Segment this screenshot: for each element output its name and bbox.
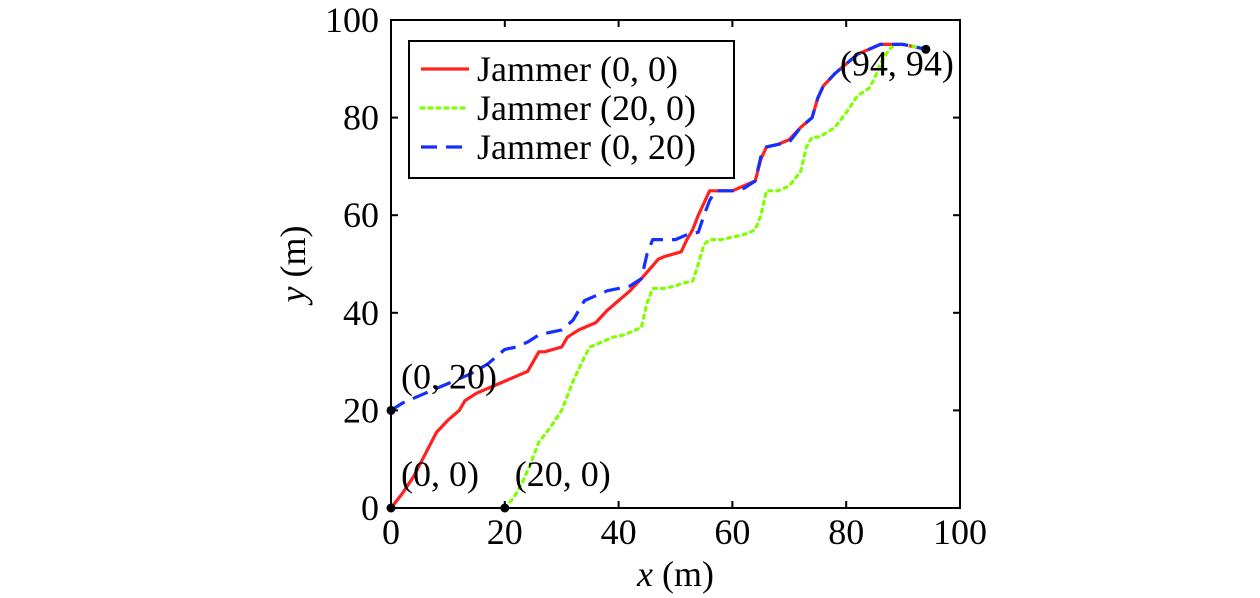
x-tick-label: 0: [382, 512, 400, 552]
point-annotation-2: (0, 0): [401, 454, 479, 494]
y-tick-label: 40: [343, 293, 379, 333]
point-annotation-1: (0, 20): [401, 356, 497, 396]
series-line-2: [503, 42, 928, 510]
annotation-layer: (0, 20) (0, 0) (20, 0) (94, 94): [401, 43, 954, 494]
plot-frame: [390, 19, 961, 509]
x-axis-var: x: [636, 554, 653, 594]
series-line-3: [390, 42, 927, 412]
y-axis-label: y (m): [273, 226, 313, 306]
point-annotation-3: (20, 0): [515, 454, 611, 494]
series-line-1: [389, 42, 927, 509]
x-tick-label: 80: [828, 512, 864, 552]
legend-label-2: Jammer (20, 0): [477, 88, 696, 128]
tick-layer: 0 20 40 60 80 100 0 20 40 60 80 100: [325, 0, 987, 552]
y-tick-label: 0: [361, 488, 379, 528]
x-axis-unit: (m): [653, 554, 714, 594]
series-layer: [389, 42, 928, 510]
x-axis-label: x (m): [636, 554, 714, 594]
y-axis-var: y: [273, 286, 313, 305]
x-tick-label: 60: [714, 512, 750, 552]
point-annotation-4: (94, 94): [840, 43, 954, 83]
legend-label-3: Jammer (0, 20): [477, 127, 696, 167]
x-tick-label: 20: [487, 512, 523, 552]
y-tick-label: 80: [343, 98, 379, 138]
y-tick-label: 20: [343, 390, 379, 430]
legend-items: Jammer (0, 0)Jammer (20, 0)Jammer (0, 20…: [419, 49, 696, 167]
x-tick-label: 40: [601, 512, 637, 552]
legend-label-1: Jammer (0, 0): [477, 49, 678, 89]
endpoint-marker-4: [921, 44, 931, 54]
legend: Jammer (0, 0)Jammer (20, 0)Jammer (0, 20…: [408, 40, 735, 179]
y-tick-label: 60: [343, 195, 379, 235]
x-tick-label: 100: [933, 512, 987, 552]
y-tick-label: 100: [325, 0, 379, 40]
y-axis-unit: (m): [273, 226, 313, 287]
